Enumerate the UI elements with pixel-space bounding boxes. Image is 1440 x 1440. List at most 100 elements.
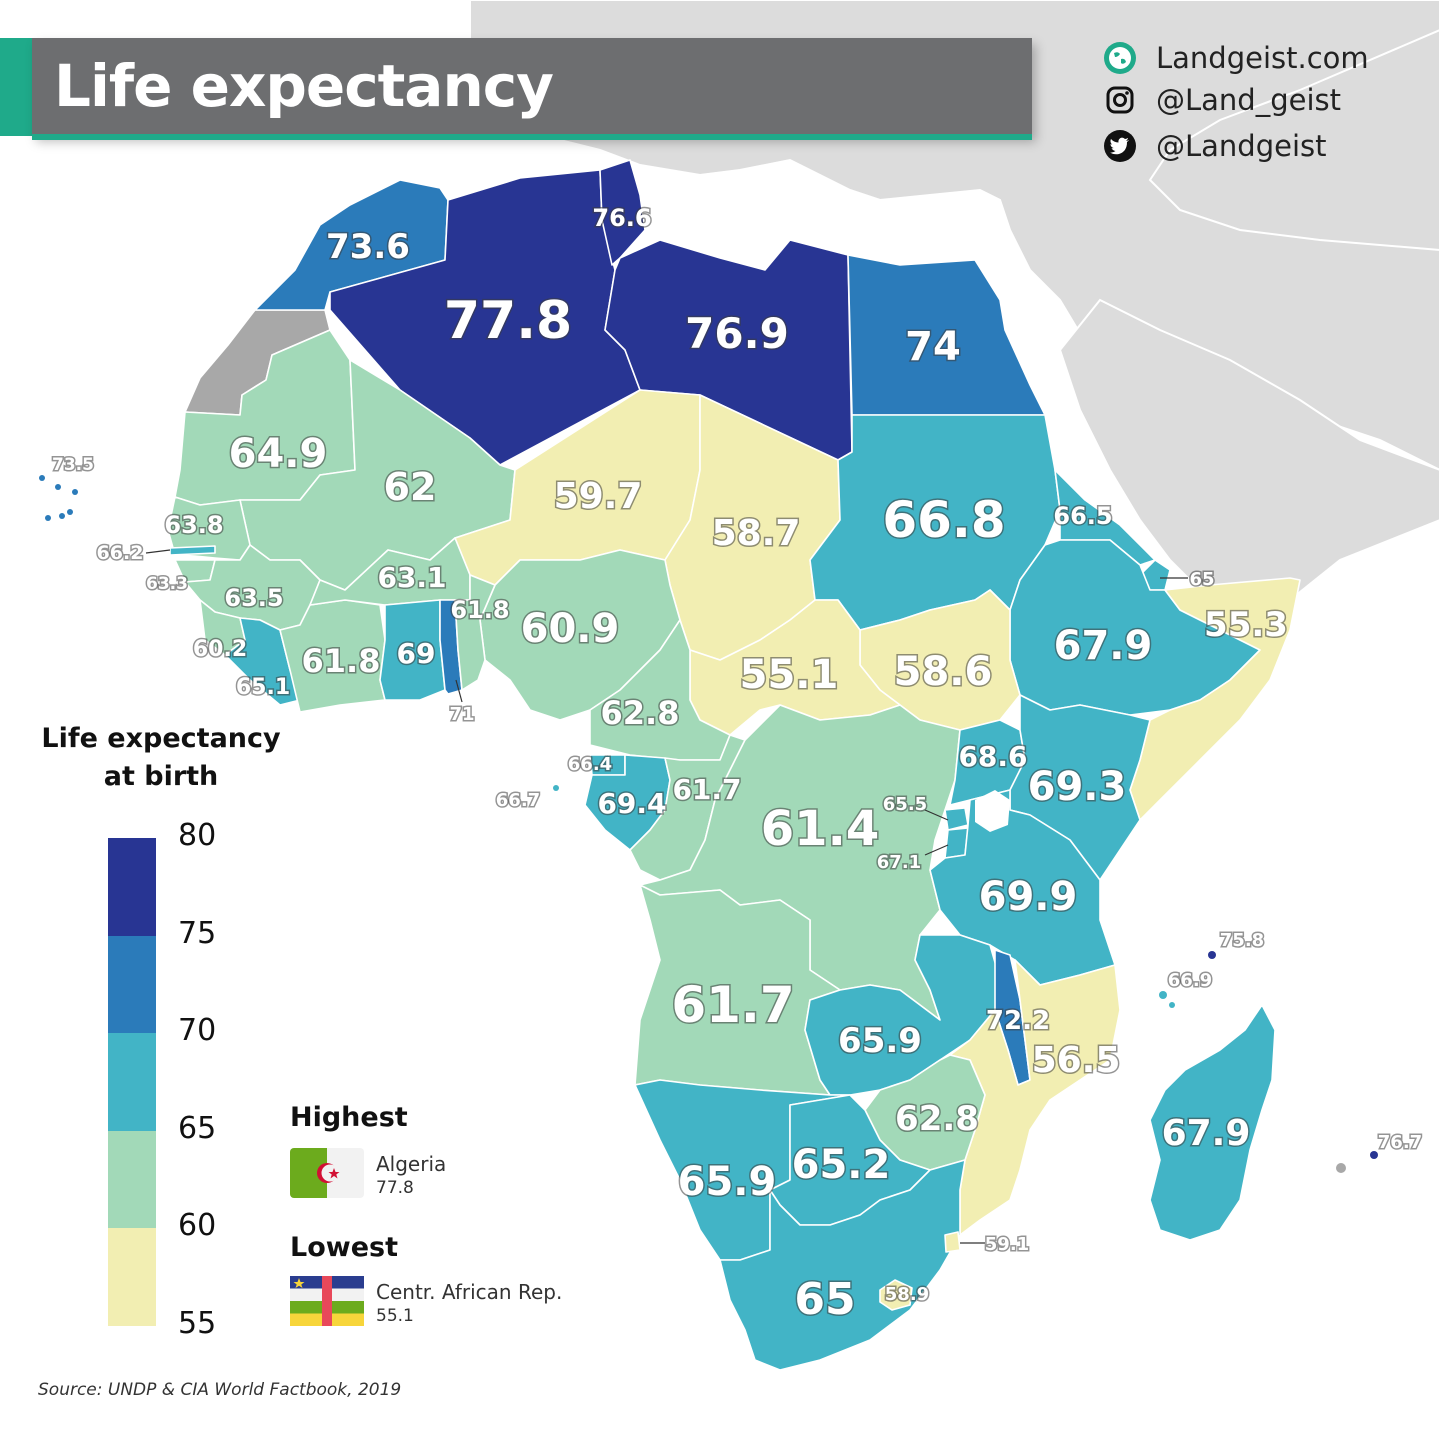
label-burkina-faso: 63.1 xyxy=(377,561,446,594)
countries xyxy=(39,159,1378,1371)
label-madagascar: 67.9 xyxy=(1162,1113,1251,1154)
legend-swatch-55-60 xyxy=(108,1228,156,1326)
lowest-heading: Lowest xyxy=(290,1232,398,1263)
label-sudan: 66.8 xyxy=(882,491,1005,549)
label-uganda: 68.6 xyxy=(958,740,1027,773)
label-angola: 61.7 xyxy=(671,976,794,1034)
label-cape-verde: 73.5 xyxy=(52,455,94,475)
label-togo: 61.8 xyxy=(450,596,509,624)
value-labels: 73.6 76.6 77.8 76.9 74 64.9 62 59.7 58.7… xyxy=(51,203,1424,1327)
label-morocco: 73.6 xyxy=(326,227,410,267)
legend-title: Life expectancy at birth xyxy=(30,720,292,796)
label-kenya: 69.3 xyxy=(1028,764,1127,810)
brand-twitter: @Landgeist xyxy=(1104,128,1327,164)
label-zimbabwe: 62.8 xyxy=(895,1099,979,1139)
label-congo: 61.7 xyxy=(672,773,741,806)
label-rwanda: 65.5 xyxy=(883,794,927,815)
brand-website: Landgeist.com xyxy=(1104,40,1369,76)
title-accent xyxy=(0,38,32,136)
label-eswatini: 59.1 xyxy=(985,1234,1029,1255)
label-south-sudan: 58.6 xyxy=(894,649,993,695)
cape-verde-islands xyxy=(39,475,78,521)
label-eritrea: 66.5 xyxy=(1053,502,1112,530)
source-note: Source: UNDP & CIA World Factbook, 2019 xyxy=(38,1380,402,1400)
country-gambia xyxy=(169,545,216,556)
label-chad: 58.7 xyxy=(712,513,801,554)
label-ethiopia: 67.9 xyxy=(1054,623,1153,669)
label-drc: 61.4 xyxy=(761,801,879,857)
lake-victoria xyxy=(975,790,1010,832)
label-ghana: 69 xyxy=(397,637,436,670)
country-liberia xyxy=(224,617,301,706)
label-eq-guinea: 66.4 xyxy=(568,754,612,775)
label-sierra-leone: 60.2 xyxy=(193,637,247,662)
label-liberia: 65.1 xyxy=(236,675,290,700)
legend-tick: 70 xyxy=(178,1013,217,1048)
label-gabon: 69.4 xyxy=(597,787,666,820)
legend-swatch-60-65 xyxy=(108,1130,156,1229)
page-title: Life expectancy xyxy=(54,52,554,120)
label-guinea-bissau: 63.3 xyxy=(146,574,188,594)
label-zambia: 65.9 xyxy=(838,1021,922,1061)
label-djibouti: 65 xyxy=(1189,569,1214,590)
website-text: Landgeist.com xyxy=(1156,41,1369,75)
highest-value: 77.8 xyxy=(376,1178,414,1198)
label-cameroon: 62.8 xyxy=(601,694,680,732)
label-mali: 62 xyxy=(384,465,437,509)
country-kenya xyxy=(1009,694,1151,881)
mauritius-island xyxy=(1370,1151,1378,1159)
legend-tick: 55 xyxy=(178,1306,217,1341)
label-seychelles: 75.8 xyxy=(1220,930,1264,951)
country-benin xyxy=(454,574,496,691)
legend-title-line1: Life expectancy xyxy=(41,723,281,754)
country-south-africa xyxy=(719,1159,966,1371)
label-south-africa: 65 xyxy=(794,1274,855,1325)
globe-icon xyxy=(1104,42,1136,74)
twitter-handle: @Landgeist xyxy=(1156,129,1327,163)
label-malawi: 72.2 xyxy=(986,1006,1050,1036)
seychelles-island xyxy=(1208,951,1216,959)
reunion-island xyxy=(1336,1163,1346,1173)
label-mauritania: 64.9 xyxy=(229,431,328,477)
label-comoros: 66.9 xyxy=(1168,970,1212,991)
lowest-country: Centr. African Rep. xyxy=(376,1280,563,1304)
algeria-flag-icon xyxy=(290,1148,364,1198)
label-ivory-coast: 61.8 xyxy=(302,642,381,680)
label-nigeria: 60.9 xyxy=(521,606,620,652)
comoros-islands xyxy=(1159,991,1175,1008)
label-guinea: 63.5 xyxy=(224,584,283,612)
label-mauritius: 76.7 xyxy=(1378,1132,1422,1153)
instagram-icon xyxy=(1104,84,1136,116)
legend-color-bar xyxy=(108,838,156,1326)
highest-heading: Highest xyxy=(290,1102,408,1133)
country-madagascar xyxy=(1149,1004,1276,1241)
label-mozambique: 56.5 xyxy=(1032,1040,1121,1081)
country-morocco xyxy=(254,179,449,311)
label-libya: 76.9 xyxy=(685,309,789,358)
country-senegal xyxy=(167,496,251,561)
country-lesotho xyxy=(879,1279,913,1311)
country-rwanda xyxy=(944,807,969,831)
sao-tome-island xyxy=(553,785,559,791)
leader-lines xyxy=(145,549,1188,1244)
label-tunisia: 76.6 xyxy=(592,204,651,232)
label-botswana: 65.2 xyxy=(792,1142,891,1188)
label-namibia: 65.9 xyxy=(678,1159,777,1205)
label-gambia: 66.2 xyxy=(97,542,144,564)
label-sao-tome: 66.7 xyxy=(496,790,540,811)
instagram-handle: @Land_geist xyxy=(1156,83,1342,117)
legend-swatch-75-80 xyxy=(108,838,156,936)
legend-title-line2: at birth xyxy=(103,761,219,792)
legend-swatch-70-75 xyxy=(108,935,156,1034)
label-niger: 59.7 xyxy=(554,476,643,517)
brand-instagram: @Land_geist xyxy=(1104,82,1341,118)
legend-swatch-65-70 xyxy=(108,1033,156,1131)
lowest-value: 55.1 xyxy=(376,1306,414,1326)
highest-country: Algeria xyxy=(376,1152,447,1176)
label-car: 55.1 xyxy=(740,652,839,698)
label-lesotho: 58.9 xyxy=(885,1284,929,1305)
legend-tick: 65 xyxy=(178,1111,217,1146)
label-benin: 71 xyxy=(449,704,474,725)
legend-tick: 60 xyxy=(178,1208,217,1243)
